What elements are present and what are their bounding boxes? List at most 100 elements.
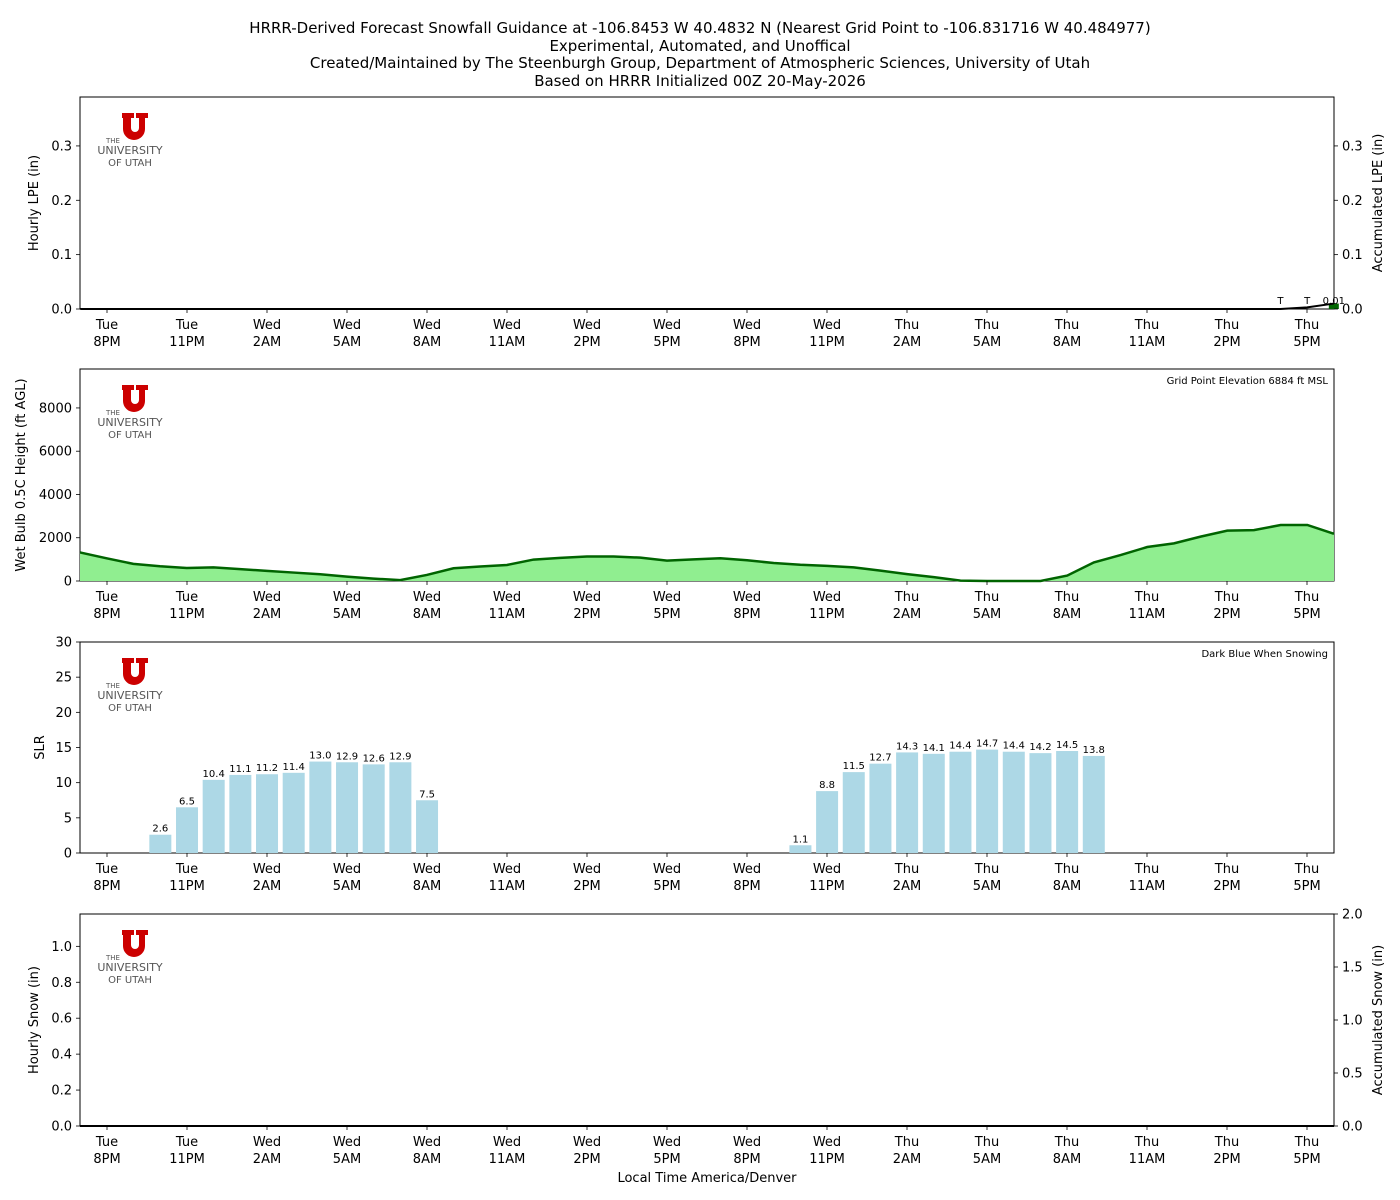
slr-bar-label-9: 12.9 [389,751,411,762]
slr-bar-22 [1082,755,1105,853]
slr-ytick-label-0: 0 [64,847,72,862]
slr-xtick-time-7: 5PM [653,879,680,894]
slr-bar-4 [256,774,279,853]
lpe-xtick-day-1: Tue [175,318,198,333]
slr-bar-label-12: 8.8 [819,780,835,791]
wetbulb-logo-u-mark [122,385,148,412]
slr-bar-7 [336,762,359,853]
lpe-xtick-day-2: Wed [253,318,281,333]
snow-xtick-day-3: Wed [333,1135,361,1150]
snow-xtick-day-0: Tue [95,1135,118,1150]
slr-xtick-time-10: 2AM [893,879,921,894]
title-line-1: HRRR-Derived Forecast Snowfall Guidance … [249,19,1151,37]
wetbulb-xtick-time-5: 11AM [489,607,526,622]
slr-bar-label-10: 7.5 [419,789,435,800]
wetbulb-xtick-time-9: 11PM [809,607,845,622]
wetbulb-xtick-time-12: 8AM [1053,607,1081,622]
wetbulb-xtick-time-3: 5AM [333,607,361,622]
wetbulb-logo-line3: OF UTAH [108,430,152,441]
slr-xtick-time-13: 11AM [1129,879,1166,894]
slr-xtick-time-4: 8AM [413,879,441,894]
lpe-xtick-time-5: 11AM [489,335,526,350]
wetbulb-xtick-day-2: Wed [253,590,281,605]
snow-logo-u-mark [122,930,148,957]
lpe-y2label: Accumulated LPE (in) [1371,134,1386,273]
lpe-y2tick-label-1: 0.1 [1342,248,1363,263]
snow-y2label: Accumulated Snow (in) [1371,945,1386,1095]
lpe-xtick-time-3: 5AM [333,335,361,350]
wetbulb-xtick-time-4: 8AM [413,607,441,622]
snow-xtick-time-9: 11PM [809,1152,845,1167]
slr-bar-21 [1056,751,1079,853]
slr-xtick-time-15: 5PM [1293,879,1320,894]
slr-bar-label-1: 6.5 [179,796,195,807]
lpe-xtick-time-12: 8AM [1053,335,1081,350]
snow-xtick-day-6: Wed [573,1135,601,1150]
lpe-xtick-time-14: 2PM [1213,335,1240,350]
slr-logo-line2: UNIVERSITY [97,689,163,702]
snow-xtick-day-5: Wed [493,1135,521,1150]
lpe-xtick-day-5: Wed [493,318,521,333]
wetbulb-xtick-day-11: Thu [974,590,999,605]
slr-bar-6 [309,761,332,853]
snow-xtick-day-14: Thu [1214,1135,1239,1150]
slr-bar-0 [149,834,172,853]
snow-y2tick-label-0: 0.0 [1342,1120,1363,1135]
lpe-xtick-time-2: 2AM [253,335,281,350]
snow-xtick-day-2: Wed [253,1135,281,1150]
wetbulb-ytick-label-0: 0 [64,575,72,590]
snow-xtick-time-15: 5PM [1293,1152,1320,1167]
lpe-ytick-label-0: 0.0 [51,303,72,318]
wetbulb-xtick-day-9: Wed [813,590,841,605]
slr-bar-label-14: 12.7 [869,753,891,764]
snow-xtick-day-4: Wed [413,1135,441,1150]
slr-bar-label-16: 14.1 [923,743,945,754]
lpe-ytick-label-3: 0.3 [51,139,72,154]
lpe-frame [79,96,1335,310]
snow-xtick-time-10: 2AM [893,1152,921,1167]
lpe-xtick-time-6: 2PM [573,335,600,350]
slr-xtick-day-0: Tue [95,862,118,877]
snow-frame [79,913,1335,1127]
snow-xtick-time-2: 2AM [253,1152,281,1167]
slr-xtick-time-6: 2PM [573,879,600,894]
lpe-xtick-day-8: Wed [733,318,761,333]
wetbulb-xtick-time-13: 11AM [1129,607,1166,622]
snow-xtick-day-1: Tue [175,1135,198,1150]
wetbulb-xtick-time-6: 2PM [573,607,600,622]
wetbulb-line [79,523,1335,583]
slr-xtick-day-4: Wed [413,862,441,877]
slr-bar-17 [949,751,972,853]
wetbulb-ytick-label-2: 4000 [39,488,72,503]
slr-bar-1 [176,807,199,853]
slr-xtick-day-13: Thu [1134,862,1159,877]
snow-ytick-label-3: 0.6 [51,1012,72,1027]
slr-xtick-time-11: 5AM [973,879,1001,894]
slr-xtick-time-2: 2AM [253,879,281,894]
slr-xtick-day-14: Thu [1214,862,1239,877]
lpe-xtick-time-4: 8AM [413,335,441,350]
wetbulb-logo-line1: THE [105,409,120,417]
snow-ytick-label-4: 0.8 [51,976,72,991]
wetbulb-xtick-day-12: Thu [1054,590,1079,605]
slr-logo-line3: OF UTAH [108,703,152,714]
slr-xtick-day-2: Wed [253,862,281,877]
wetbulb-xtick-time-0: 8PM [93,607,120,622]
snow-y2tick-label-3: 1.5 [1342,961,1363,976]
slr-bar-label-21: 14.5 [1056,740,1078,751]
lpe-xtick-day-14: Thu [1214,318,1239,333]
slr-xtick-day-12: Thu [1054,862,1079,877]
lpe-logo-u-mark [122,113,148,140]
slr-bar-label-18: 14.7 [976,739,998,750]
lpe-xtick-time-9: 11PM [809,335,845,350]
slr-xtick-day-15: Thu [1294,862,1319,877]
lpe-ylabel: Hourly LPE (in) [27,155,42,251]
wetbulb-xtick-day-1: Tue [175,590,198,605]
wetbulb-ytick-label-1: 2000 [39,531,72,546]
snow-xtick-time-5: 11AM [489,1152,526,1167]
slr-xtick-time-1: 11PM [169,879,205,894]
